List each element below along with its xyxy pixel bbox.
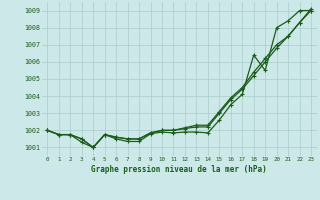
X-axis label: Graphe pression niveau de la mer (hPa): Graphe pression niveau de la mer (hPa)	[91, 165, 267, 174]
